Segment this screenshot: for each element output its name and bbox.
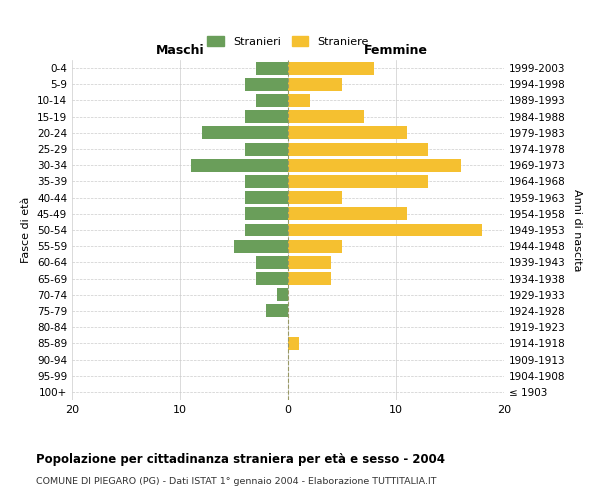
- Bar: [288, 126, 407, 140]
- Bar: [288, 142, 428, 156]
- Legend: Stranieri, Straniere: Stranieri, Straniere: [203, 32, 373, 51]
- Bar: [288, 94, 310, 107]
- Bar: [202, 126, 288, 140]
- Bar: [245, 142, 288, 156]
- Bar: [266, 304, 288, 318]
- Bar: [288, 272, 331, 285]
- Bar: [288, 240, 342, 252]
- Text: Popolazione per cittadinanza straniera per età e sesso - 2004: Popolazione per cittadinanza straniera p…: [36, 452, 445, 466]
- Text: Femmine: Femmine: [364, 44, 428, 57]
- Bar: [288, 208, 407, 220]
- Bar: [245, 191, 288, 204]
- Bar: [288, 159, 461, 172]
- Bar: [277, 288, 288, 301]
- Bar: [245, 208, 288, 220]
- Bar: [288, 110, 364, 123]
- Text: Maschi: Maschi: [155, 44, 205, 57]
- Bar: [245, 175, 288, 188]
- Y-axis label: Anni di nascita: Anni di nascita: [572, 188, 582, 271]
- Bar: [191, 159, 288, 172]
- Bar: [288, 191, 342, 204]
- Bar: [245, 224, 288, 236]
- Bar: [288, 256, 331, 269]
- Bar: [288, 224, 482, 236]
- Bar: [256, 256, 288, 269]
- Bar: [288, 78, 342, 91]
- Bar: [288, 175, 428, 188]
- Bar: [256, 62, 288, 74]
- Bar: [245, 110, 288, 123]
- Bar: [234, 240, 288, 252]
- Bar: [256, 94, 288, 107]
- Bar: [256, 272, 288, 285]
- Y-axis label: Fasce di età: Fasce di età: [22, 197, 31, 263]
- Bar: [288, 337, 299, 350]
- Bar: [288, 62, 374, 74]
- Bar: [245, 78, 288, 91]
- Text: COMUNE DI PIEGARO (PG) - Dati ISTAT 1° gennaio 2004 - Elaborazione TUTTITALIA.IT: COMUNE DI PIEGARO (PG) - Dati ISTAT 1° g…: [36, 478, 437, 486]
